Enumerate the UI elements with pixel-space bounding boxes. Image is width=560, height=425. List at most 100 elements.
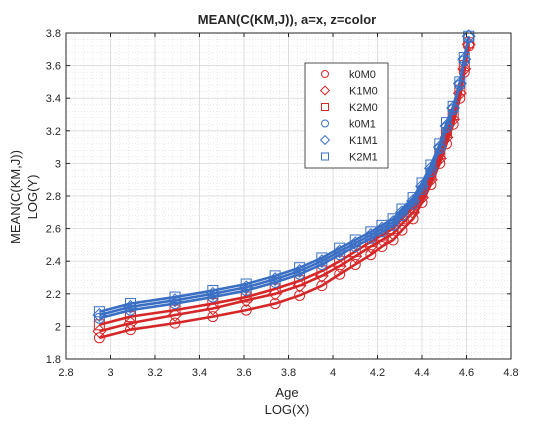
data-point-diamond xyxy=(446,101,461,115)
data-point-diamond xyxy=(452,76,467,91)
data-point-circle xyxy=(240,285,252,297)
y-tick-label: 3.2 xyxy=(46,126,61,138)
data-point-diamond xyxy=(406,193,421,208)
data-point-diamond xyxy=(319,85,331,96)
ticks-layer: 2.8 3 3.2 3.4 3.6 3.8 4 4.2 4.4 4.6 4.8 1.8 2 2.2 2.4 2… xyxy=(46,28,519,379)
legend-label: K2M1 xyxy=(349,152,378,164)
data-point-square xyxy=(434,138,446,150)
y-tick-label: 2.8 xyxy=(46,191,61,203)
data-point-circle xyxy=(316,280,328,292)
data-point-square xyxy=(207,298,219,310)
data-point-circle xyxy=(207,311,219,323)
data-point-diamond xyxy=(168,308,182,322)
legend-label: K2M0 xyxy=(349,102,378,114)
data-point-diamond xyxy=(292,278,307,293)
data-point-diamond xyxy=(415,179,429,194)
data-point-square xyxy=(240,291,252,303)
data-point-diamond xyxy=(92,324,107,339)
chart-title: MEAN(C(KM,J)), a=x, z=color xyxy=(198,12,376,27)
data-point-square xyxy=(294,262,306,274)
data-point-circle xyxy=(349,258,361,270)
data-point-diamond xyxy=(395,205,409,220)
data-point-square xyxy=(365,226,377,238)
data-point-square xyxy=(169,291,181,303)
data-point-square xyxy=(269,270,281,282)
data-point-square xyxy=(93,306,105,318)
x-tick-label: 2.8 xyxy=(58,367,73,379)
data-point-square xyxy=(447,100,459,112)
data-point-square xyxy=(425,159,437,171)
series-K2M1 xyxy=(93,30,475,318)
x-tick-label: 3 xyxy=(107,367,113,379)
data-point-square xyxy=(240,278,252,290)
data-point-diamond xyxy=(457,52,472,67)
data-point-square xyxy=(440,117,452,129)
y-axis-label-line-1: MEAN(C(KM,J)) xyxy=(8,150,23,244)
data-point-circle xyxy=(93,332,105,344)
data-point-circle xyxy=(93,312,105,324)
data-point-circle xyxy=(321,70,329,78)
x-tick-label: 4 xyxy=(330,367,336,379)
x-axis-label-line-1: Age xyxy=(275,385,298,400)
data-point-circle xyxy=(125,324,137,336)
data-point-square xyxy=(321,103,329,111)
x-tick-label: 3.6 xyxy=(236,367,251,379)
data-point-square xyxy=(407,192,419,204)
x-axis-label-line-2: LOG(X) xyxy=(265,402,310,417)
x-tick-label: 3.8 xyxy=(281,367,296,379)
y-axis-label-line-2: LOG(Y) xyxy=(25,175,40,220)
data-point-square xyxy=(321,152,329,161)
y-tick-label: 2.4 xyxy=(46,256,61,268)
data-point-square xyxy=(396,203,408,215)
legend-label: K1M0 xyxy=(349,86,378,98)
x-tick-label: 3.2 xyxy=(147,367,162,379)
x-tick-label: 4.8 xyxy=(503,367,518,379)
data-point-circle xyxy=(169,317,181,329)
data-point-diamond xyxy=(452,86,467,101)
y-tick-label: 2 xyxy=(55,321,61,333)
data-point-diamond xyxy=(319,134,331,146)
legend-box xyxy=(304,62,389,169)
y-tick-label: 3.8 xyxy=(46,28,61,40)
y-tick-label: 3.6 xyxy=(46,61,61,73)
data-point-square xyxy=(207,285,219,297)
data-point-square xyxy=(269,283,281,295)
data-point-square xyxy=(125,311,137,323)
legend: k0M0 K1M0 K2M0 k0M1 K1M1 K2M1 xyxy=(304,62,389,169)
x-tick-label: 4.6 xyxy=(459,367,474,379)
x-tick-label: 3.4 xyxy=(192,367,207,379)
data-point-diamond xyxy=(423,161,438,176)
x-tick-label: 4.4 xyxy=(414,367,429,379)
y-tick-label: 1.8 xyxy=(46,354,61,366)
y-tick-label: 2.6 xyxy=(46,224,61,236)
data-point-square xyxy=(458,51,470,63)
data-point-square xyxy=(387,213,399,225)
data-point-square xyxy=(334,242,346,254)
y-tick-label: 3 xyxy=(55,158,61,170)
data-point-square xyxy=(416,177,428,189)
data-point-circle xyxy=(207,291,219,303)
data-point-square xyxy=(334,255,346,267)
x-tick-label: 4.2 xyxy=(370,367,385,379)
data-point-square xyxy=(294,275,306,287)
legend-label: k0M0 xyxy=(349,69,376,81)
data-point-diamond xyxy=(457,61,472,76)
data-point-diamond xyxy=(268,286,283,301)
data-point-square xyxy=(349,234,361,246)
legend-label: k0M1 xyxy=(349,119,376,131)
data-point-circle xyxy=(169,298,181,310)
data-point-square xyxy=(125,298,137,310)
series-layer xyxy=(92,29,476,344)
data-point-square xyxy=(93,319,105,331)
y-tick-label: 2.2 xyxy=(46,289,61,301)
data-point-square xyxy=(316,265,328,277)
data-point-circle xyxy=(321,119,329,128)
data-point-diamond xyxy=(461,37,476,52)
data-point-circle xyxy=(269,298,281,310)
data-point-square xyxy=(316,252,328,264)
data-point-square xyxy=(463,30,475,42)
data-point-circle xyxy=(365,249,377,261)
data-point-circle xyxy=(294,268,306,280)
